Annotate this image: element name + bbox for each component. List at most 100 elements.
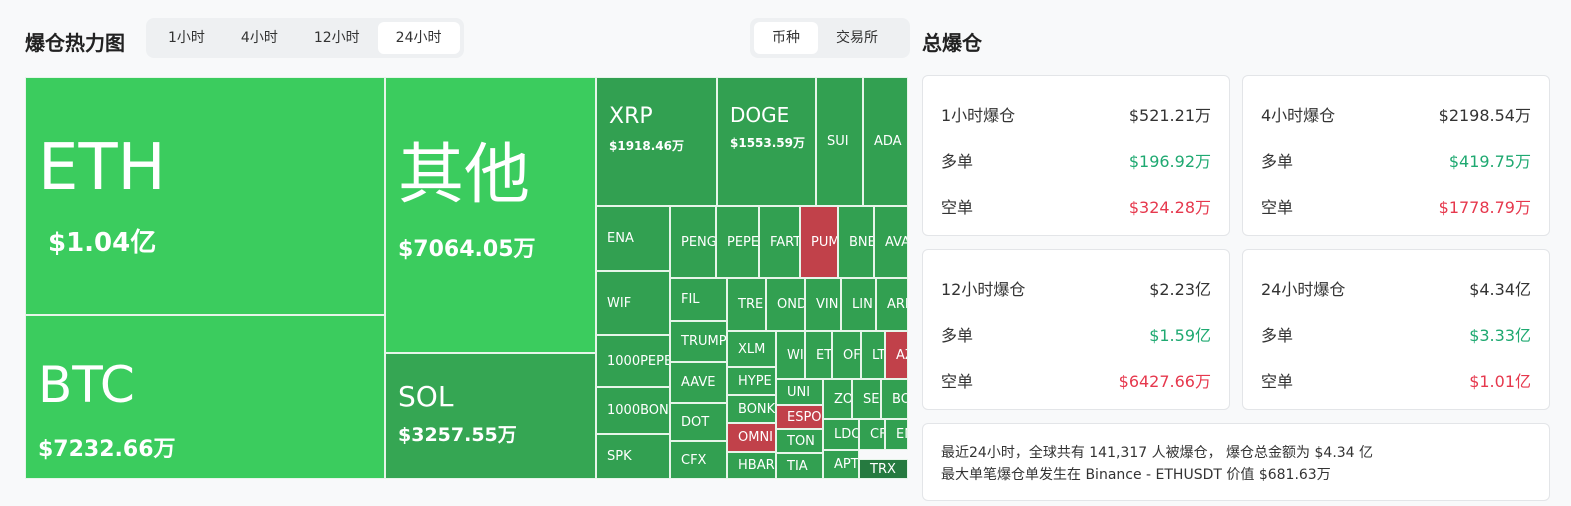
treemap-tile[interactable]: VIN xyxy=(805,278,841,331)
treemap-tile[interactable]: ENA xyxy=(596,206,670,271)
page-title: 爆仓热力图 xyxy=(25,31,125,55)
treemap-tile[interactable]: HBAR xyxy=(727,452,776,479)
row-label: 24小时爆仓 xyxy=(1261,280,1346,299)
treemap-tile[interactable]: APT xyxy=(823,450,859,479)
time-tab[interactable]: 4小时 xyxy=(240,30,278,46)
treemap-tile[interactable]: SUI xyxy=(816,77,863,206)
treemap-tile[interactable]: WI xyxy=(776,331,805,379)
row-value: $4.34亿 xyxy=(1469,280,1531,299)
treemap-tile[interactable]: 其他 $7064.05万 xyxy=(385,77,596,353)
treemap-tile[interactable]: BONK xyxy=(727,395,776,423)
treemap-tile[interactable]: TON xyxy=(776,429,823,453)
treemap-tile[interactable]: ADA xyxy=(863,77,908,206)
row-value: $419.75万 xyxy=(1448,152,1531,171)
row-label: 1小时爆仓 xyxy=(941,106,1016,125)
treemap-tile[interactable]: BTC $7232.66万 xyxy=(25,315,385,479)
view-tab[interactable]: 交易所 xyxy=(836,30,878,46)
treemap-tile[interactable]: LIN xyxy=(841,278,876,331)
card-row: 多单 $419.75万 xyxy=(1261,148,1531,172)
card-row: 多单 $196.92万 xyxy=(941,148,1211,172)
treemap-tile[interactable]: PENG xyxy=(670,206,716,278)
summary-card: 4小时爆仓 $2198.54万多单 $419.75万空单 $1778.79万 xyxy=(1242,75,1550,236)
row-label: 多单 xyxy=(1261,326,1294,345)
treemap-tile[interactable]: 1000BONK xyxy=(596,387,670,434)
treemap-tile[interactable]: AAVE xyxy=(670,362,727,403)
treemap-tile[interactable]: ARE xyxy=(876,278,908,331)
view-tabs: 币种 交易所 xyxy=(750,18,910,58)
treemap-tile[interactable]: HYPE xyxy=(727,367,776,395)
tile-value: $7064.05万 xyxy=(398,236,536,262)
row-value: $1.01亿 xyxy=(1469,372,1531,391)
treemap-tile[interactable]: ESPO xyxy=(776,405,823,429)
treemap-tile[interactable]: OF xyxy=(832,331,861,379)
card-row: 4小时爆仓 $2198.54万 xyxy=(1261,102,1531,126)
tile-label: 其他 xyxy=(398,136,530,214)
treemap-tile[interactable]: TRUMP xyxy=(670,321,727,362)
treemap-tile[interactable]: BO xyxy=(881,379,908,419)
tile-value: $1553.59万 xyxy=(730,136,806,151)
row-value: $521.21万 xyxy=(1128,106,1211,125)
tile-label: DOGE xyxy=(730,103,790,128)
time-tabs: 1小时 4小时 12小时 24小时 xyxy=(146,18,464,58)
treemap-tile[interactable]: TRX xyxy=(859,459,908,479)
treemap-tile[interactable]: XRP $1918.46万 xyxy=(596,77,717,206)
tile-value: $1918.46万 xyxy=(609,138,685,153)
card-row: 空单 $1.01亿 xyxy=(1261,368,1531,392)
time-tab[interactable]: 12小时 xyxy=(313,30,360,46)
time-tab[interactable]: 24小时 xyxy=(377,22,460,54)
time-tab[interactable]: 1小时 xyxy=(168,30,205,46)
note-line: 最近24小时，全球共有 141,317 人被爆仓， 爆仓总金额为 $4.34 亿 xyxy=(941,445,1374,461)
treemap-tile[interactable]: AVA xyxy=(874,206,908,278)
treemap-tile[interactable]: CFX xyxy=(670,441,727,479)
summary-title: 总爆仓 xyxy=(922,31,982,55)
treemap-tile[interactable]: WIF xyxy=(596,271,670,335)
treemap-tile[interactable]: SE xyxy=(852,379,881,419)
tile-label: XRP xyxy=(609,104,653,130)
treemap-tile[interactable]: XLM xyxy=(727,331,776,367)
view-tab[interactable]: 币种 xyxy=(754,22,818,54)
treemap-tile[interactable]: DOT xyxy=(670,403,727,441)
treemap-tile[interactable]: CF xyxy=(859,419,885,450)
treemap-tile[interactable]: ETH $1.04亿 xyxy=(25,77,385,315)
card-row: 多单 $1.59亿 xyxy=(941,322,1211,346)
row-value: $1.59亿 xyxy=(1149,326,1211,345)
tile-value: $7232.66万 xyxy=(38,436,176,462)
row-label: 多单 xyxy=(941,152,974,171)
row-label: 4小时爆仓 xyxy=(1261,106,1336,125)
row-value: $2.23亿 xyxy=(1149,280,1211,299)
summary-card: 1小时爆仓 $521.21万多单 $196.92万空单 $324.28万 xyxy=(922,75,1230,236)
treemap-tile[interactable]: LT xyxy=(861,331,885,379)
row-label: 多单 xyxy=(1261,152,1294,171)
treemap-tile[interactable]: SPK xyxy=(596,434,670,479)
treemap-tile[interactable]: PEPE xyxy=(716,206,759,278)
treemap-tile[interactable]: SOL $3257.55万 xyxy=(385,353,596,479)
treemap-tile[interactable]: OND xyxy=(766,278,805,331)
row-value: $324.28万 xyxy=(1128,198,1211,217)
treemap-tile[interactable]: TIA xyxy=(776,453,823,479)
card-row: 空单 $324.28万 xyxy=(941,194,1211,218)
treemap-tile[interactable]: LDO xyxy=(823,419,859,450)
row-label: 空单 xyxy=(941,372,974,391)
treemap-tile[interactable]: 1000PEPE xyxy=(596,335,670,387)
treemap-tile[interactable]: PUM xyxy=(800,206,838,278)
card-row: 多单 $3.33亿 xyxy=(1261,322,1531,346)
tile-value: $3257.55万 xyxy=(398,424,517,447)
row-label: 空单 xyxy=(941,198,974,217)
treemap-tile[interactable]: OMNI xyxy=(727,423,776,452)
treemap-tile[interactable]: EN xyxy=(885,419,908,450)
row-label: 多单 xyxy=(941,326,974,345)
treemap-tile[interactable]: ZO xyxy=(823,379,852,419)
treemap-tile[interactable]: UNI xyxy=(776,379,823,405)
tile-label: BTC xyxy=(38,356,135,415)
card-row: 空单 $6427.66万 xyxy=(941,368,1211,392)
treemap-tile[interactable]: FART xyxy=(759,206,800,278)
treemap-tile[interactable]: ET xyxy=(805,331,832,379)
treemap-tile[interactable]: DOGE $1553.59万 xyxy=(717,77,816,206)
treemap-tile[interactable]: AZ xyxy=(885,331,908,379)
treemap-tile[interactable]: FIL xyxy=(670,278,727,321)
row-value: $3.33亿 xyxy=(1469,326,1531,345)
row-label: 空单 xyxy=(1261,372,1294,391)
card-row: 空单 $1778.79万 xyxy=(1261,194,1531,218)
treemap-tile[interactable]: TRE xyxy=(727,278,766,331)
treemap-tile[interactable]: BNE xyxy=(838,206,874,278)
